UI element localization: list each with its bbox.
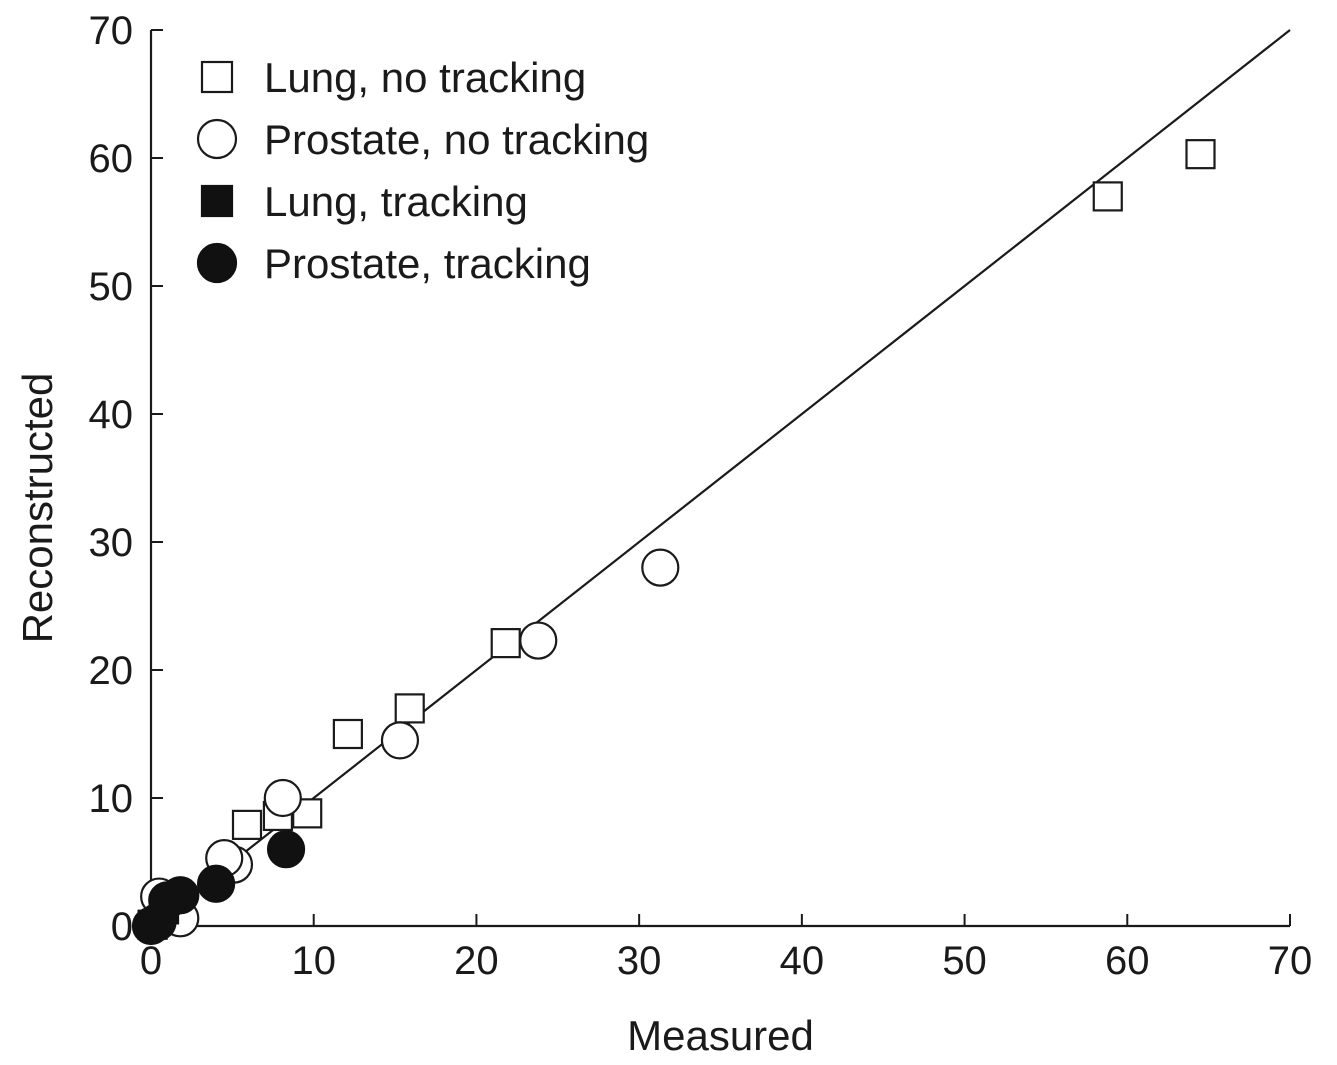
legend-marker-prostate-tracking	[196, 242, 238, 284]
legend: Lung, no tracking Prostate, no tracking Lu…	[196, 54, 649, 287]
x-tick-label: 20	[454, 939, 499, 983]
reference-line-group	[150, 29, 1291, 927]
y-tick-label: 30	[89, 521, 134, 565]
x-axis-title: Measured	[627, 1012, 814, 1059]
data-point-prostate-no-tracking	[263, 778, 302, 818]
data-point-prostate-no-tracking	[380, 721, 420, 760]
data-point-prostate-tracking	[196, 864, 236, 903]
data-point-prostate-tracking	[161, 876, 200, 915]
data-point-lung-no-tracking	[1092, 181, 1123, 212]
data-point-lung-no-tracking	[394, 693, 425, 724]
y-tick-label: 60	[89, 137, 134, 181]
data-point-lung-no-tracking	[332, 718, 363, 750]
data-point-lung-no-tracking	[231, 809, 263, 840]
data-point-prostate-no-tracking	[641, 548, 680, 587]
x-tick-label: 10	[291, 939, 336, 983]
data-point-lung-no-tracking	[1185, 139, 1216, 170]
legend-label-lung-tracking: Lung, tracking	[264, 178, 528, 225]
legend-marker-lung-no-tracking	[200, 60, 234, 94]
x-tick-label: 60	[1105, 939, 1150, 983]
y-tick-label: 70	[89, 9, 134, 53]
y-tick-label: 20	[89, 649, 134, 693]
data-points	[131, 139, 1216, 946]
y-tick-label: 50	[89, 265, 134, 309]
legend-marker-prostate-no-tracking	[196, 118, 238, 160]
x-tick-label: 30	[617, 939, 662, 983]
data-point-prostate-no-tracking	[519, 621, 558, 660]
identity-line	[150, 29, 1291, 927]
y-tick-label: 40	[89, 393, 134, 437]
x-tick-label: 70	[1268, 939, 1313, 983]
legend-label-prostate-no-tracking: Prostate, no tracking	[264, 116, 649, 163]
x-tick-label: 0	[140, 939, 162, 983]
legend-label-prostate-tracking: Prostate, tracking	[264, 240, 591, 287]
y-axis-title: Reconstructed	[14, 373, 61, 644]
legend-marker-lung-tracking	[200, 184, 234, 218]
tick-marks: 0 10 20 30 40 50 60 70 0 10 20 30 40 50 60 70	[89, 9, 1313, 983]
data-point-prostate-tracking	[266, 830, 306, 869]
legend-label-lung-no-tracking: Lung, no tracking	[264, 54, 586, 101]
x-tick-label: 40	[780, 939, 825, 983]
y-tick-label: 10	[89, 777, 134, 821]
axes	[149, 30, 1290, 928]
data-point-lung-no-tracking	[490, 628, 521, 659]
y-tick-label: 0	[111, 905, 133, 949]
x-tick-label: 50	[942, 939, 987, 983]
